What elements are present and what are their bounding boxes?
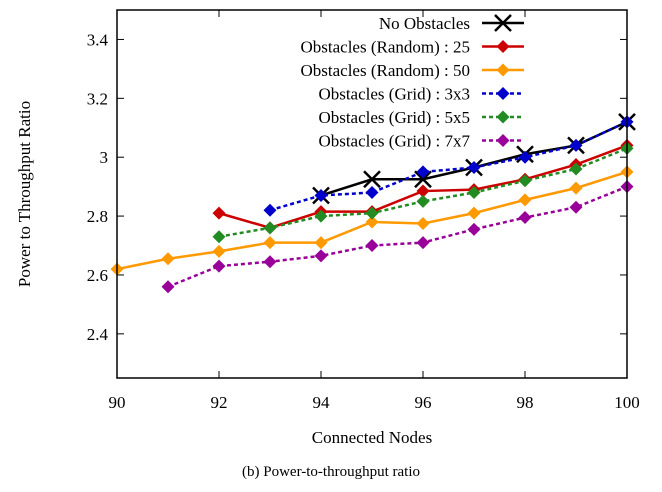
data-point [467,186,481,200]
data-point [467,161,481,175]
legend-label: Obstacles (Grid) : 5x5 [318,108,470,127]
series-line [167,185,628,288]
legend-label: Obstacles (Grid) : 3x3 [318,85,470,104]
legend-item: Obstacles (Grid) : 3x3 [318,85,524,104]
data-point [518,211,532,225]
marker-stroke [414,170,432,189]
data-point [263,221,277,235]
legend-marker [494,14,512,32]
legend: No Obstacles Obstacles (Random) : 25 Obsta… [301,14,524,151]
legend-marker [496,40,510,53]
x-axis-title: Connected Nodes [312,428,432,447]
data-point [314,236,328,250]
data-point [212,230,226,244]
x-tick-label: 94 [313,393,331,412]
y-tick-label: 3 [100,148,109,167]
data-point [212,206,226,220]
marker-stroke [363,170,381,189]
data-point [518,150,532,164]
series-3 [263,115,634,217]
data-point [314,188,328,202]
legend-marker [496,110,510,124]
y-axis-title: Power to Throughput Ratio [15,101,34,287]
y-tick-label: 2.4 [87,325,109,344]
data-point [365,239,379,253]
data-point [263,255,277,269]
data-point [569,162,583,176]
axis-ticks: 90 92 94 96 98 100 2.4 2.6 2.8 3 3.2 3.4 [87,10,640,412]
figure-caption: (b) Power-to-throughput ratio [242,464,420,480]
series-lines [110,112,636,294]
data-point [569,138,583,152]
data-point [416,236,430,250]
data-point [467,222,481,236]
legend-label: No Obstacles [379,14,470,33]
y-tick-label: 3.4 [87,30,109,49]
x-tick-label: 92 [211,393,228,412]
data-point [467,206,481,220]
y-tick-label: 2.6 [87,266,108,285]
data-point [416,184,430,198]
legend-item: No Obstacles [379,14,524,33]
legend-label: Obstacles (Grid) : 7x7 [318,132,470,151]
data-point [363,170,381,189]
data-point [365,186,379,200]
data-point [518,193,532,207]
data-point [212,259,226,273]
legend-item: Obstacles (Random) : 50 [301,61,524,80]
series-line [218,147,628,238]
series-4 [212,141,634,244]
plot-frame [116,9,628,379]
legend-label: Obstacles (Random) : 50 [301,61,471,80]
data-point [314,209,328,223]
legend-item: Obstacles (Grid) : 7x7 [318,132,524,151]
data-point [365,215,379,229]
series-line [269,120,628,212]
x-tick-label: 90 [109,393,126,412]
data-point [569,181,583,195]
data-point [161,280,175,294]
legend-marker [496,134,510,147]
series-2 [110,165,634,276]
x-tick-label: 96 [415,393,432,412]
x-tick-label: 98 [517,393,534,412]
marker-stroke [494,14,512,32]
data-point [161,252,175,266]
data-point [263,203,277,217]
data-point [416,165,430,179]
legend-item: Obstacles (Grid) : 5x5 [318,108,524,127]
legend-label: Obstacles (Random) : 25 [301,38,471,57]
x-tick-label: 100 [614,393,640,412]
data-point [365,206,379,220]
data-point [414,170,432,189]
legend-marker [496,63,510,77]
y-tick-label: 3.2 [87,89,108,108]
series-5 [161,180,634,294]
data-point [569,200,583,214]
data-point [416,216,430,230]
data-point [518,174,532,188]
legend-marker [496,87,510,100]
data-point [212,244,226,258]
data-point [263,236,277,250]
y-tick-label: 2.8 [87,207,108,226]
legend-item: Obstacles (Random) : 25 [301,38,524,57]
data-point [416,194,430,208]
data-point [314,249,328,263]
